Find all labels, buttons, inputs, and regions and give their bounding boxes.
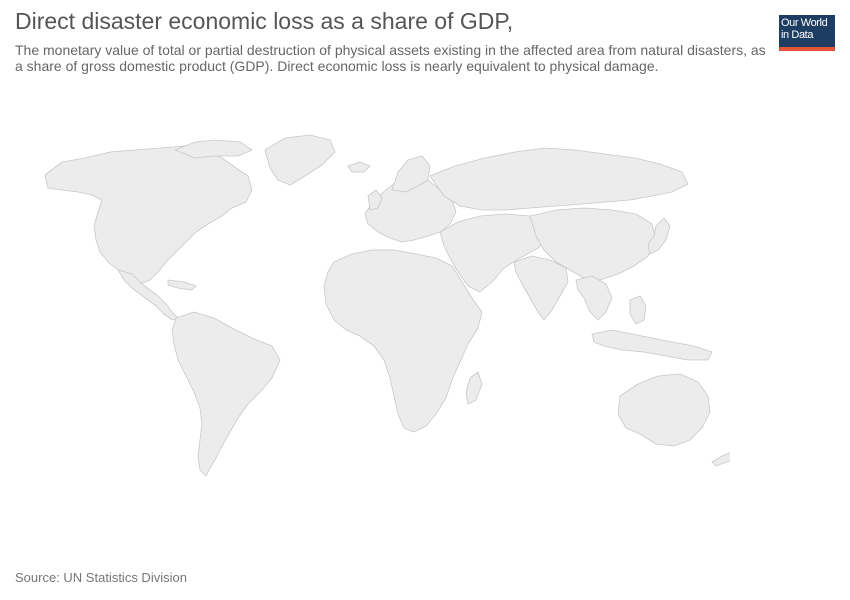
- region-arctic-islands[interactable]: [174, 139, 253, 159]
- region-africa[interactable]: [323, 249, 483, 433]
- chart-title: Direct disaster economic loss as a share…: [15, 8, 514, 34]
- world-map[interactable]: [30, 120, 730, 480]
- region-iceland[interactable]: [347, 161, 371, 173]
- region-south-asia[interactable]: [513, 255, 569, 321]
- region-british-isles[interactable]: [367, 189, 383, 211]
- region-south-america[interactable]: [171, 311, 281, 477]
- region-australia[interactable]: [617, 373, 711, 447]
- logo-line-1: Our World: [781, 17, 828, 29]
- logo-line-2: in Data: [781, 29, 814, 41]
- region-caribbean[interactable]: [167, 279, 197, 291]
- source-note: Source: UN Statistics Division: [15, 570, 187, 585]
- region-maritime-asia[interactable]: [591, 329, 713, 361]
- region-east-asia[interactable]: [529, 207, 657, 281]
- region-scandinavia[interactable]: [391, 155, 431, 193]
- owid-logo[interactable]: Our World in Data: [779, 15, 835, 51]
- region-southeast-asia[interactable]: [575, 275, 613, 321]
- region-middle-east[interactable]: [439, 213, 551, 293]
- region-new-zealand[interactable]: [711, 434, 730, 467]
- region-japan[interactable]: [647, 217, 671, 255]
- region-greenland[interactable]: [264, 134, 336, 186]
- region-russia[interactable]: [429, 147, 689, 211]
- chart-subtitle: The monetary value of total or partial d…: [15, 42, 766, 74]
- region-north-america[interactable]: [44, 145, 253, 285]
- region-central-america[interactable]: [117, 269, 179, 321]
- region-philippines[interactable]: [629, 295, 647, 325]
- region-madagascar[interactable]: [465, 371, 483, 405]
